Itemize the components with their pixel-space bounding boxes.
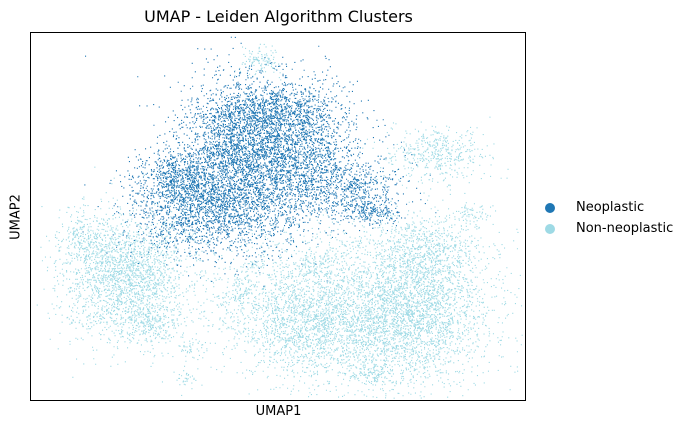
legend-marker-neoplastic <box>545 202 555 213</box>
legend-item-neoplastic: Neoplastic <box>545 197 673 218</box>
legend-label-non-neoplastic: Non-neoplastic <box>576 221 674 236</box>
legend-label-neoplastic: Neoplastic <box>576 200 645 215</box>
legend-marker-non-neoplastic <box>545 223 555 234</box>
x-axis-label: UMAP1 <box>255 404 302 419</box>
chart-title: UMAP - Leiden Algorithm Clusters <box>144 7 413 26</box>
non-neoplastic-points <box>36 43 523 399</box>
umap-scatter <box>36 36 523 399</box>
plot-area <box>30 32 526 401</box>
legend: Neoplastic Non-neoplastic <box>545 197 673 239</box>
neoplastic-points <box>82 36 437 287</box>
legend-item-non-neoplastic: Non-neoplastic <box>545 218 673 239</box>
y-axis-label: UMAP2 <box>8 194 24 240</box>
